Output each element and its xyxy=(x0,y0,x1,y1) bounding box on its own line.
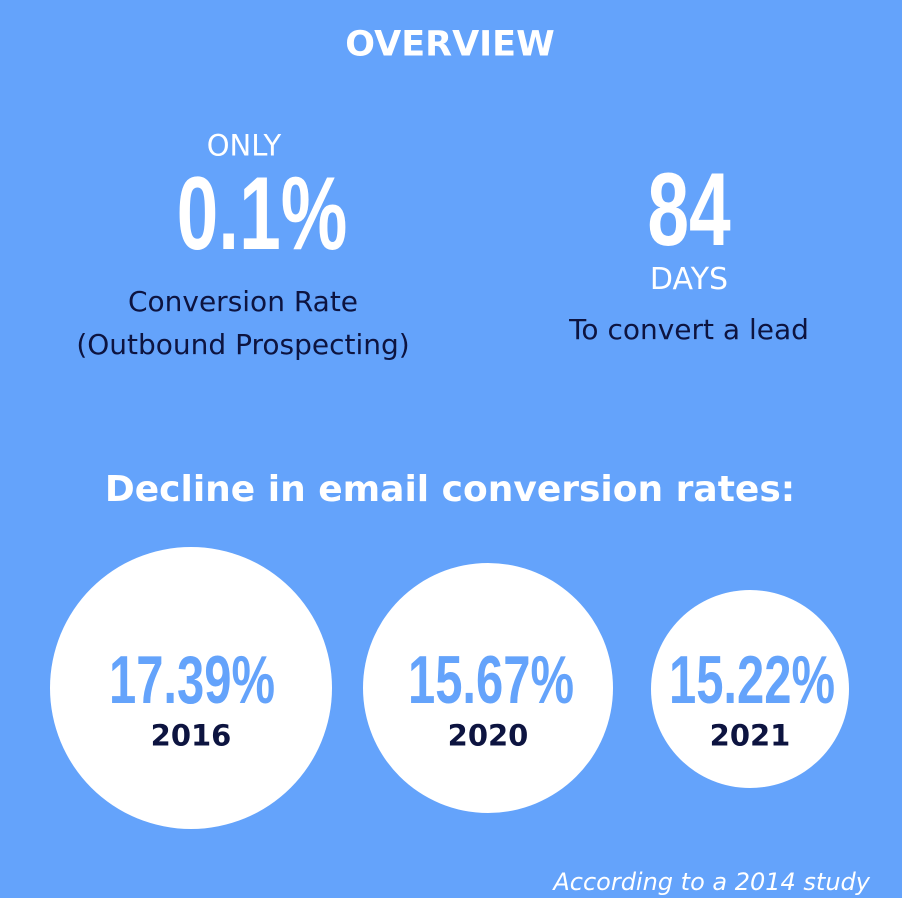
circle-value: 15.22% xyxy=(668,642,836,718)
circle-year: 2021 xyxy=(709,718,791,753)
circle-year: 2016 xyxy=(150,718,232,753)
circle-value-wrap: 15.22% xyxy=(637,646,868,714)
circle-value-wrap: 17.39% xyxy=(77,646,308,714)
circle-value: 15.67% xyxy=(407,642,575,718)
stat-label: (Outbound Prospecting) xyxy=(76,328,410,361)
circle-value-wrap: 15.67% xyxy=(376,646,607,714)
stat-value-wrap: 0.1% xyxy=(143,162,380,266)
stat-value: 0.1% xyxy=(176,156,348,272)
stat-prefix: ONLY xyxy=(206,128,282,163)
footnote: According to a 2014 study xyxy=(553,868,870,896)
circle-year: 2020 xyxy=(447,718,529,753)
stat-label: To convert a lead xyxy=(569,313,809,346)
circle xyxy=(651,590,849,788)
circle xyxy=(363,563,613,813)
circle-value: 17.39% xyxy=(108,642,276,718)
stat-unit: DAYS xyxy=(649,262,729,297)
stat-label: Conversion Rate xyxy=(127,285,359,318)
section-title: Decline in email conversion rates: xyxy=(104,469,796,510)
stat-value: 84 xyxy=(647,152,731,268)
circle xyxy=(50,547,332,829)
page-title: OVERVIEW xyxy=(345,24,555,65)
stat-value-wrap: 84 xyxy=(631,158,747,262)
